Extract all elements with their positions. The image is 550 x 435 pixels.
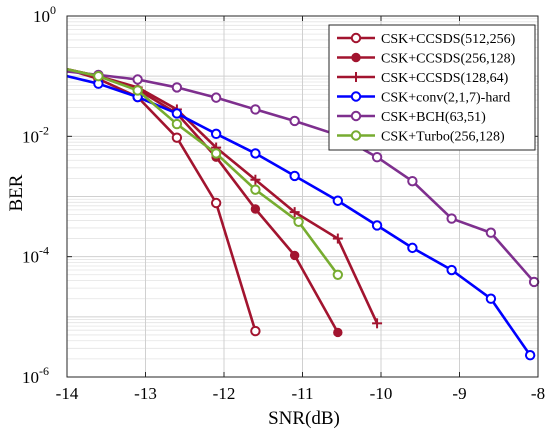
open-circle-marker xyxy=(210,92,222,103)
legend: CSK+CCSDS(512,256) CSK+CCSDS(256,128) CSK+… xyxy=(328,24,536,151)
open-circle-marker xyxy=(250,104,261,115)
open-circle-marker xyxy=(171,82,183,93)
open-circle-marker xyxy=(371,220,383,231)
open-circle-marker xyxy=(528,276,540,288)
open-circle-marker xyxy=(350,110,362,122)
open-circle-marker xyxy=(350,130,362,141)
open-circle-marker xyxy=(332,195,344,206)
open-circle-marker xyxy=(93,70,104,82)
open-circle-marker xyxy=(293,216,304,227)
filled-circle-marker xyxy=(250,204,261,214)
open-circle-marker xyxy=(407,175,418,187)
y-tick-label: 10-6 xyxy=(22,364,49,387)
open-circle-marker xyxy=(407,242,418,254)
legend-entry: CSK+CCSDS(128,64) xyxy=(337,71,509,86)
series-line xyxy=(66,68,339,276)
open-circle-marker xyxy=(250,325,261,337)
x-tick-label: -9 xyxy=(452,384,466,403)
filled-circle-marker xyxy=(289,250,300,261)
x-tick-label: -10 xyxy=(370,384,393,403)
y-tick-label: 10-2 xyxy=(22,123,49,146)
open-circle-marker xyxy=(289,115,300,127)
open-circle-marker xyxy=(446,264,457,276)
legend-label: CSK+CCSDS(256,128) xyxy=(381,52,516,67)
y-axis: 100 10-2 10-4 10-6 xyxy=(22,3,538,387)
series-5 xyxy=(66,68,344,280)
legend-label: CSK+Turbo(256,128) xyxy=(381,130,505,145)
legend-label: CSK+CCSDS(128,64) xyxy=(381,71,509,86)
y-axis-label: BER xyxy=(6,174,27,211)
open-circle-marker xyxy=(132,85,143,96)
x-tick-label: -13 xyxy=(134,384,157,403)
open-circle-marker xyxy=(524,350,536,361)
series-3 xyxy=(66,74,536,361)
open-circle-marker xyxy=(171,132,183,143)
x-axis: -14 -13 -12 -11 -10 -9 -8 xyxy=(56,16,545,403)
x-tick-label: -12 xyxy=(213,384,236,403)
x-tick-label: -14 xyxy=(56,384,79,403)
open-circle-marker xyxy=(132,74,143,85)
open-circle-marker xyxy=(485,293,497,304)
legend-entry: CSK+CCSDS(256,128) xyxy=(337,52,516,67)
open-circle-marker xyxy=(210,128,222,140)
open-circle-marker xyxy=(350,91,362,102)
open-circle-marker xyxy=(250,148,261,159)
x-tick-label: -8 xyxy=(531,384,545,403)
open-circle-marker xyxy=(371,151,383,163)
open-circle-marker xyxy=(350,32,362,44)
open-circle-marker xyxy=(446,213,457,224)
y-tick-label: 100 xyxy=(33,3,56,26)
legend-entry: CSK+CCSDS(512,256) xyxy=(337,32,516,47)
legend-label: CSK+CCSDS(512,256) xyxy=(381,32,516,47)
series-line xyxy=(66,68,257,332)
legend-box xyxy=(328,24,536,151)
legend-entry: CSK+conv(2,1,7)-hard xyxy=(337,91,510,106)
open-circle-marker xyxy=(171,118,183,130)
open-circle-marker xyxy=(210,197,222,209)
x-tick-label: -11 xyxy=(291,384,313,403)
open-circle-marker xyxy=(210,148,222,159)
filled-circle-marker xyxy=(333,327,343,338)
open-circle-marker xyxy=(332,269,344,280)
open-circle-marker xyxy=(171,108,183,119)
filled-circle-marker xyxy=(351,52,361,63)
legend-label: CSK+conv(2,1,7)-hard xyxy=(381,91,510,106)
open-circle-marker xyxy=(485,227,497,238)
y-tick-label: 10-4 xyxy=(22,244,49,267)
legend-label: CSK+BCH(63,51) xyxy=(381,110,486,125)
open-circle-marker xyxy=(250,184,261,195)
legend-entry: CSK+Turbo(256,128) xyxy=(337,130,505,145)
open-circle-marker xyxy=(289,170,300,182)
legend-entry: CSK+BCH(63,51) xyxy=(337,110,486,125)
x-axis-label: SNR(dB) xyxy=(268,408,340,429)
